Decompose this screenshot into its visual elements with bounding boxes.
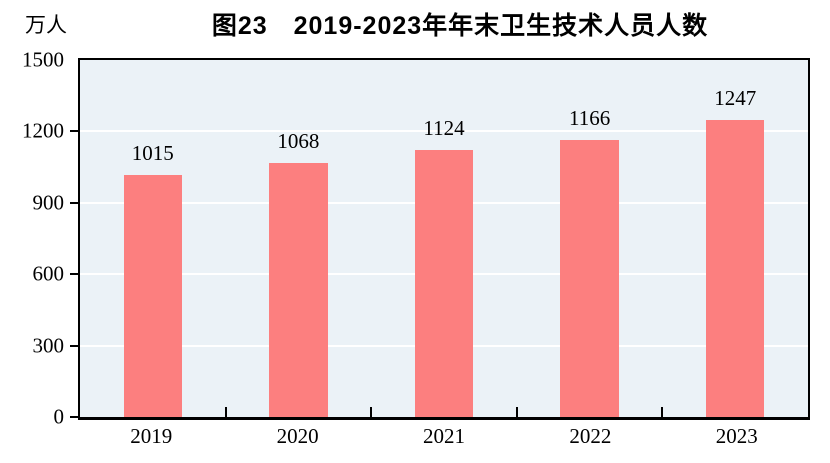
- plot-area: 1015 1068 1124 1166 1247: [70, 58, 810, 420]
- y-tick-label-1500: 1500: [22, 47, 64, 72]
- y-tick-label-600: 600: [32, 261, 65, 286]
- x-boundary-tick-1: [224, 407, 227, 417]
- y-tick-label-900: 900: [32, 190, 65, 215]
- gridline-1200: [80, 130, 808, 133]
- value-label-2019: 1015: [131, 141, 174, 166]
- value-label-2023: 1247: [714, 86, 757, 111]
- x-tick-label-2022: 2022: [569, 424, 612, 448]
- bar-2022: [560, 139, 619, 417]
- bar-2019: [123, 175, 182, 417]
- x-tick-label-2019: 2019: [130, 424, 173, 448]
- bar-2021: [414, 149, 474, 417]
- y-tick-1200: [70, 130, 79, 133]
- bar-2020: [269, 162, 328, 417]
- y-tick-0: [70, 416, 79, 418]
- x-tick-label-2020: 2020: [276, 424, 319, 448]
- value-label-2021: 1124: [423, 115, 465, 140]
- x-boundary-tick-3: [515, 407, 518, 417]
- y-tick-900: [70, 201, 79, 204]
- value-label-2020: 1068: [277, 128, 320, 153]
- x-tick-label-2021: 2021: [422, 424, 465, 448]
- y-axis-unit-label: 万人: [25, 14, 67, 37]
- x-tick-label-2023: 2023: [715, 424, 758, 448]
- y-axis: 0 300 600 900 1200 1500: [0, 48, 65, 429]
- y-tick-600: [70, 273, 79, 276]
- x-boundary-tick-4: [661, 407, 664, 417]
- y-tick-label-0: 0: [53, 404, 65, 429]
- x-boundary-tick-2: [370, 407, 373, 417]
- y-tick-label-1200: 1200: [22, 118, 64, 143]
- y-tick-label-300: 300: [32, 333, 65, 358]
- value-label-2022: 1166: [568, 105, 611, 130]
- x-axis: 2019 2020 2021 2022 2023: [78, 424, 810, 452]
- bar-2023: [706, 120, 765, 417]
- chart-title: 图23 2019-2023年年末卫生技术人员人数: [211, 12, 709, 40]
- y-tick-300: [70, 344, 79, 347]
